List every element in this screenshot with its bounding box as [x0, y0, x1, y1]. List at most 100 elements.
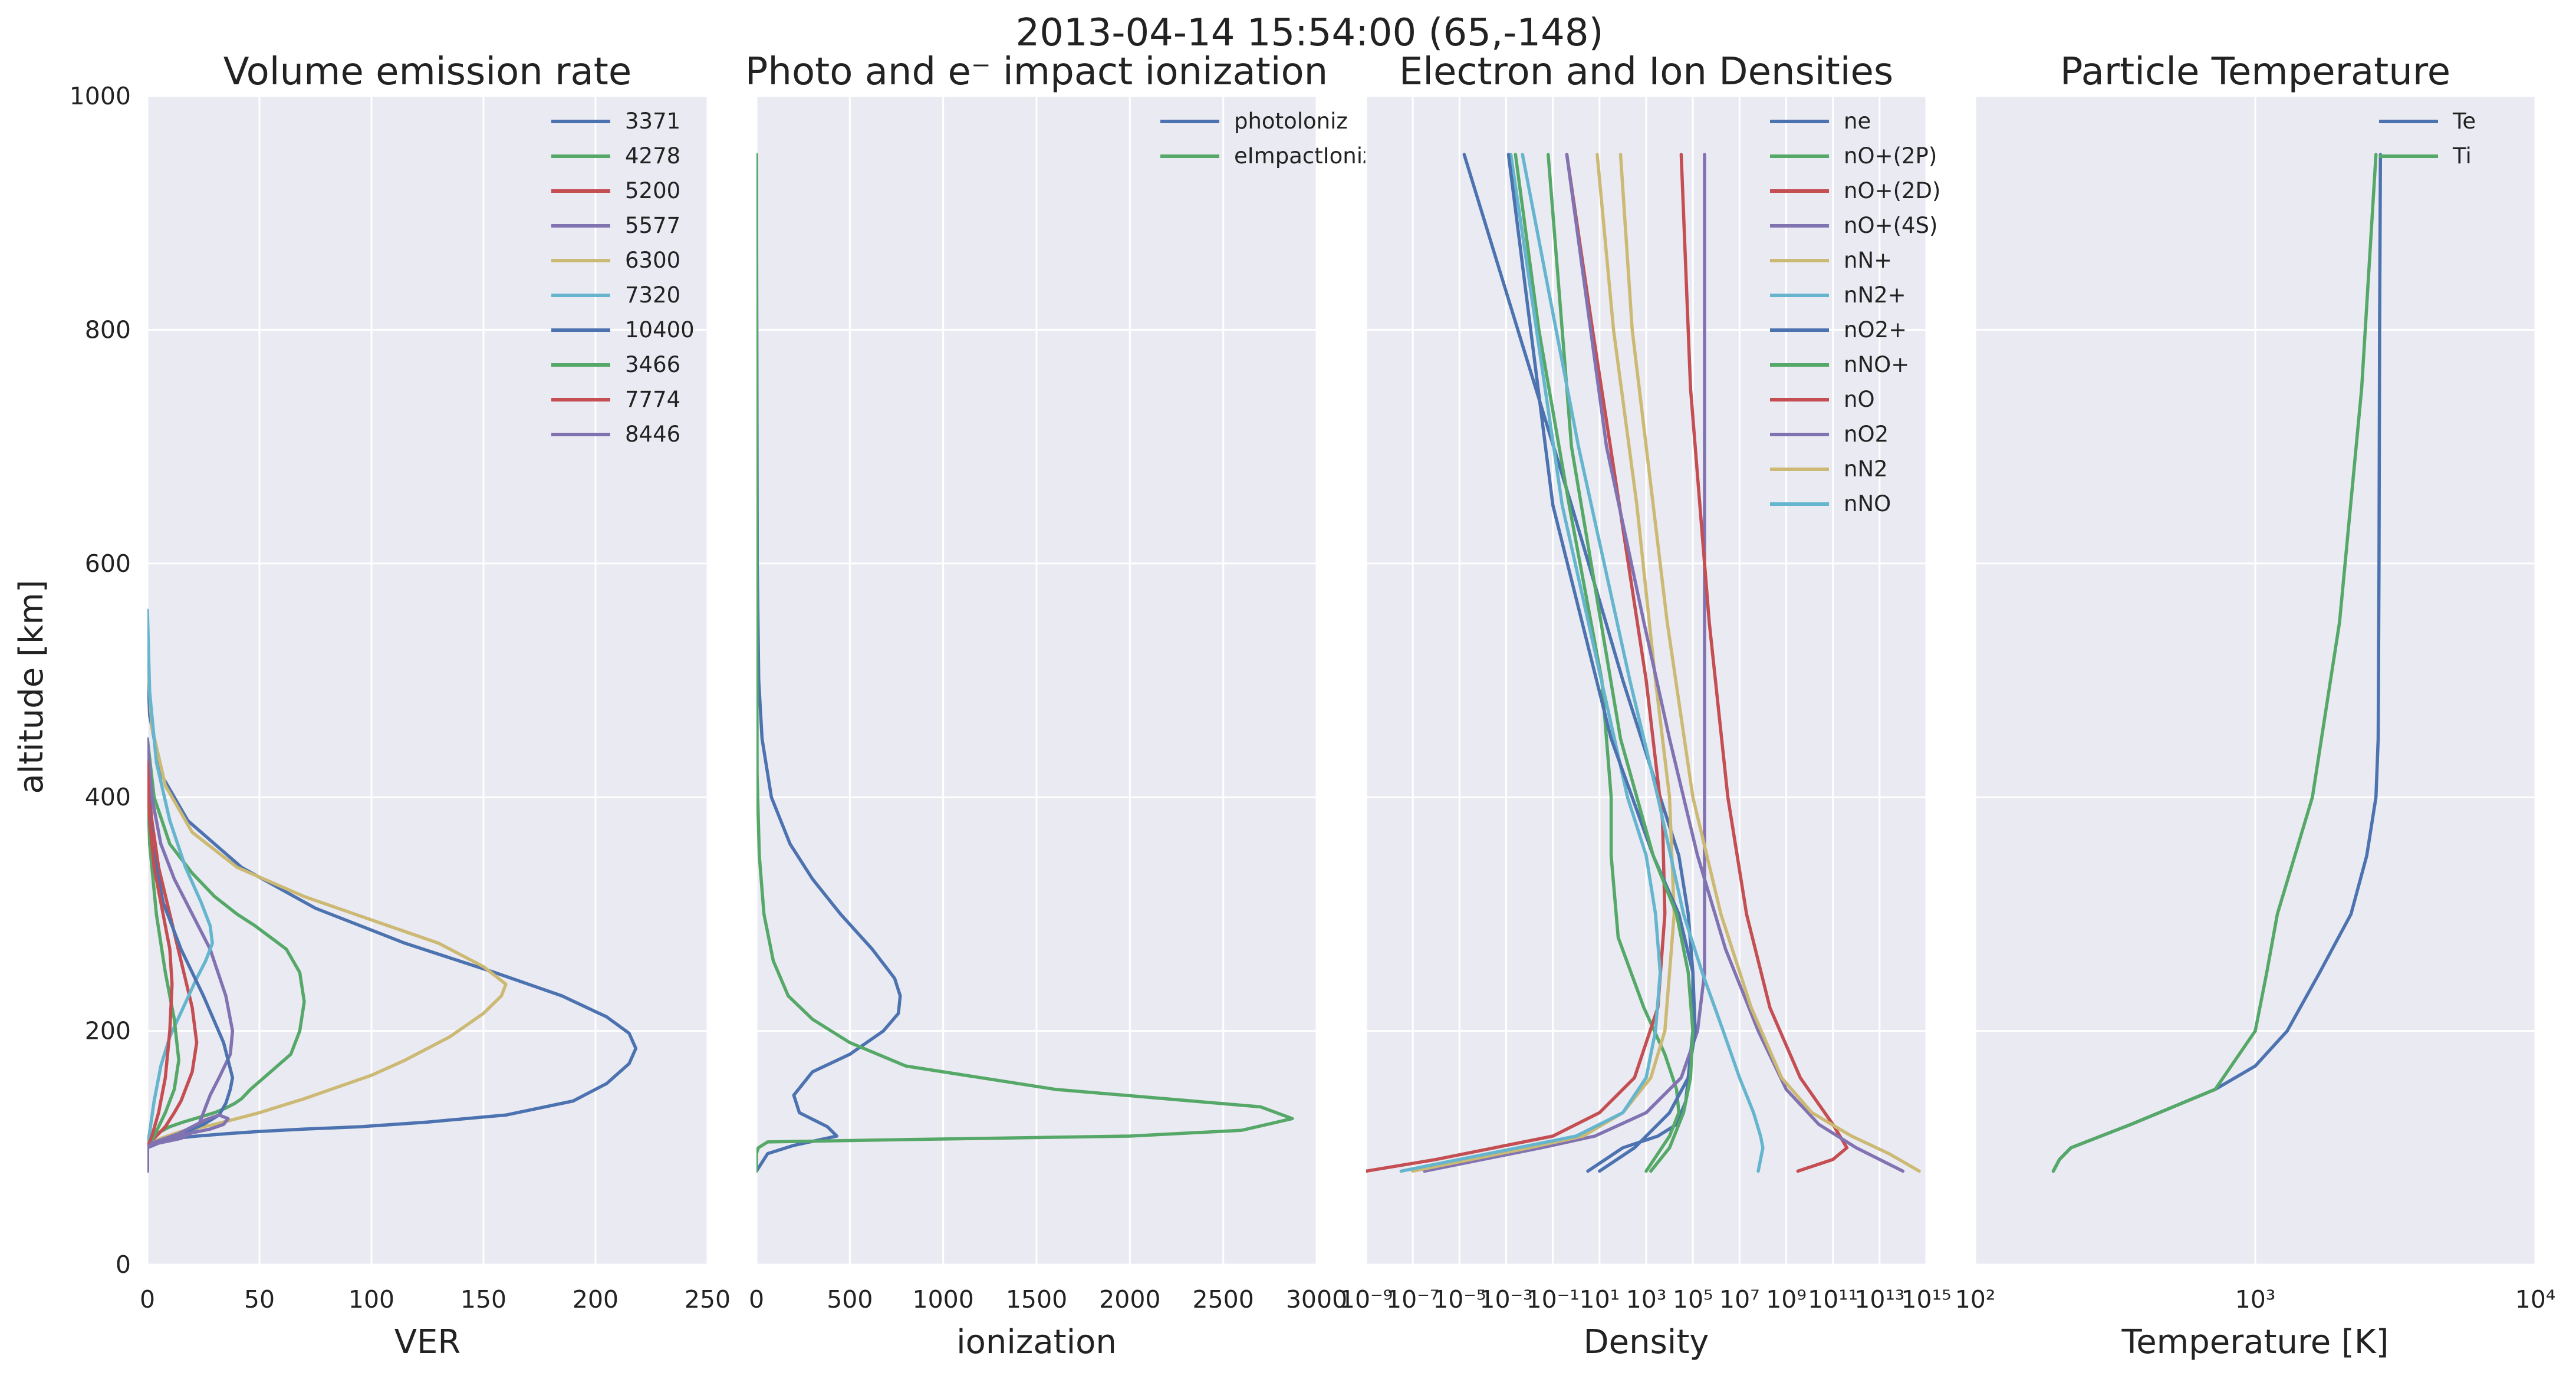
series-line-7774 [147, 760, 174, 1173]
x-axis-label: ionization [956, 1323, 1117, 1361]
legend-label: 10400 [625, 317, 695, 343]
y-tick-label: 800 [85, 315, 131, 344]
x-tick-label: 50 [244, 1285, 275, 1314]
series-group [2051, 153, 2383, 1173]
series-line-ne [1462, 153, 1695, 1173]
series-line-nNO [1521, 153, 1765, 1173]
series-line-nO [1679, 153, 1849, 1173]
series-line-nNO+ [1547, 153, 1695, 1173]
panel-title: Electron and Ion Densities [1399, 50, 1893, 94]
series-line-photoloniz [756, 153, 902, 1173]
x-tick-label: 10⁹ [1766, 1285, 1807, 1314]
x-tick-label: 10⁵ [1673, 1285, 1713, 1314]
series-line-nN+ [1411, 153, 1676, 1173]
series-line-nO2+ [1506, 153, 1697, 1173]
legend-label: 7320 [625, 282, 680, 308]
x-tick-label: 2000 [1099, 1285, 1160, 1314]
series-line-4278 [147, 737, 306, 1173]
x-tick-label: 0 [749, 1285, 764, 1314]
legend-label: 6300 [625, 248, 680, 273]
legend-label: nN2+ [1844, 282, 1906, 308]
y-tick-label: 600 [85, 549, 131, 578]
legend: ne nO+(2P) nO+(2D) nO+(4S) nN+ nN2+ nO2+ nNO+ nO… [1770, 108, 1940, 516]
x-tick-label: 1000 [912, 1285, 973, 1314]
series-line-eImpactIoniz [756, 153, 1294, 1173]
x-tick-label: 10⁷ [1719, 1285, 1760, 1314]
x-tick-label: 10¹³ [1854, 1285, 1904, 1314]
legend-label: nO2+ [1844, 317, 1907, 343]
series-line-nO+(2P) [1514, 153, 1681, 1173]
x-tick-label: 10⁻³ [1479, 1285, 1532, 1314]
series-line-nN2 [1618, 153, 1921, 1173]
series-group [756, 153, 1294, 1173]
x-tick-label: 250 [685, 1285, 731, 1314]
legend-label: nN2 [1844, 456, 1888, 482]
legend-label: nO+(2D) [1844, 178, 1940, 203]
series-line-nO2 [1565, 153, 1905, 1173]
legend-label: nO+(2P) [1844, 143, 1937, 169]
legend: 3371 4278 5200 5577 6300 7320 10400 3466 7774 844… [551, 108, 695, 447]
legend-label: 7774 [625, 387, 680, 412]
series-line-8446 [147, 1113, 230, 1173]
series-line-nN2+ [1399, 153, 1662, 1173]
legend-label: nN+ [1844, 248, 1892, 273]
panel-title: Volume emission rate [223, 50, 631, 94]
x-tick-label: 200 [573, 1285, 618, 1314]
x-tick-label: 10⁻⁷ [1386, 1285, 1439, 1314]
plot-area [147, 96, 708, 1265]
legend-label: photoloniz [1234, 108, 1348, 134]
legend-label: nO [1844, 387, 1875, 412]
panel-title: Photo and e⁻ impact ionization [745, 50, 1328, 94]
y-axis-label: altitude [km] [12, 580, 51, 794]
x-tick-label: 3000 [1286, 1285, 1347, 1314]
series-group [1366, 153, 1921, 1173]
figure-suptitle: 2013-04-14 15:54:00 (65,-148) [1015, 11, 1603, 55]
y-tick-label: 200 [85, 1017, 131, 1045]
series-line-Ti [2051, 153, 2378, 1173]
legend-label: 5200 [625, 178, 680, 203]
x-tick-label: 10⁴ [2515, 1285, 2556, 1314]
x-tick-label: 2500 [1192, 1285, 1254, 1314]
x-tick-label: 10² [1955, 1285, 1996, 1314]
legend-label: 4278 [625, 143, 680, 169]
x-tick-label: 150 [460, 1285, 506, 1314]
panel-3: Electron and Ion Densities10⁻⁹10⁻⁷10⁻⁵10… [1340, 50, 1952, 1361]
x-tick-label: 100 [348, 1285, 394, 1314]
legend-label: 8446 [625, 422, 680, 447]
legend: Te Ti [2379, 108, 2476, 169]
x-tick-label: 0 [140, 1285, 155, 1314]
x-tick-label: 500 [827, 1285, 873, 1314]
panel-1: Volume emission rate 0 50 100 150 200 250 0 200 4… [70, 50, 731, 1361]
series-group [147, 608, 638, 1173]
legend-label: Te [2452, 108, 2476, 134]
panel-title: Particle Temperature [2060, 50, 2450, 94]
x-tick-label: 10¹⁵ [1901, 1285, 1951, 1314]
x-axis-label: Density [1584, 1323, 1709, 1361]
y-tick-label: 0 [116, 1250, 131, 1279]
legend-label: eImpactIoniz [1234, 143, 1374, 169]
y-tick-label: 1000 [70, 82, 131, 110]
legend-label: 3466 [625, 352, 680, 377]
legend-label: nNO+ [1844, 352, 1909, 377]
x-tick-label: 10³ [1626, 1285, 1667, 1314]
x-tick-label: 10¹ [1580, 1285, 1620, 1314]
legend-label: ne [1844, 108, 1871, 134]
x-axis-label: Temperature [K] [2121, 1323, 2389, 1361]
legend-label: 5577 [625, 213, 680, 238]
x-tick-label: 10⁻¹ [1526, 1285, 1580, 1314]
x-axis-label: VER [394, 1323, 461, 1361]
legend-label: nO2 [1844, 422, 1889, 447]
series-line-5577 [147, 737, 235, 1173]
x-tick-label: 1500 [1006, 1285, 1067, 1314]
panel-2: Photo and e⁻ impact ionization 0 500 1000 15… [745, 50, 1374, 1361]
legend-label: nO+(4S) [1844, 213, 1937, 238]
legend-label: 3371 [625, 108, 680, 134]
series-line-nO+(2D) [1366, 153, 1667, 1173]
x-tick-label: 10¹¹ [1808, 1285, 1858, 1314]
x-tick-label: 10⁻⁹ [1340, 1285, 1393, 1314]
legend-label: nNO [1844, 491, 1891, 516]
legend: photoloniz eImpactIoniz [1160, 108, 1374, 169]
x-tick-label: 10⁻⁵ [1433, 1285, 1486, 1314]
